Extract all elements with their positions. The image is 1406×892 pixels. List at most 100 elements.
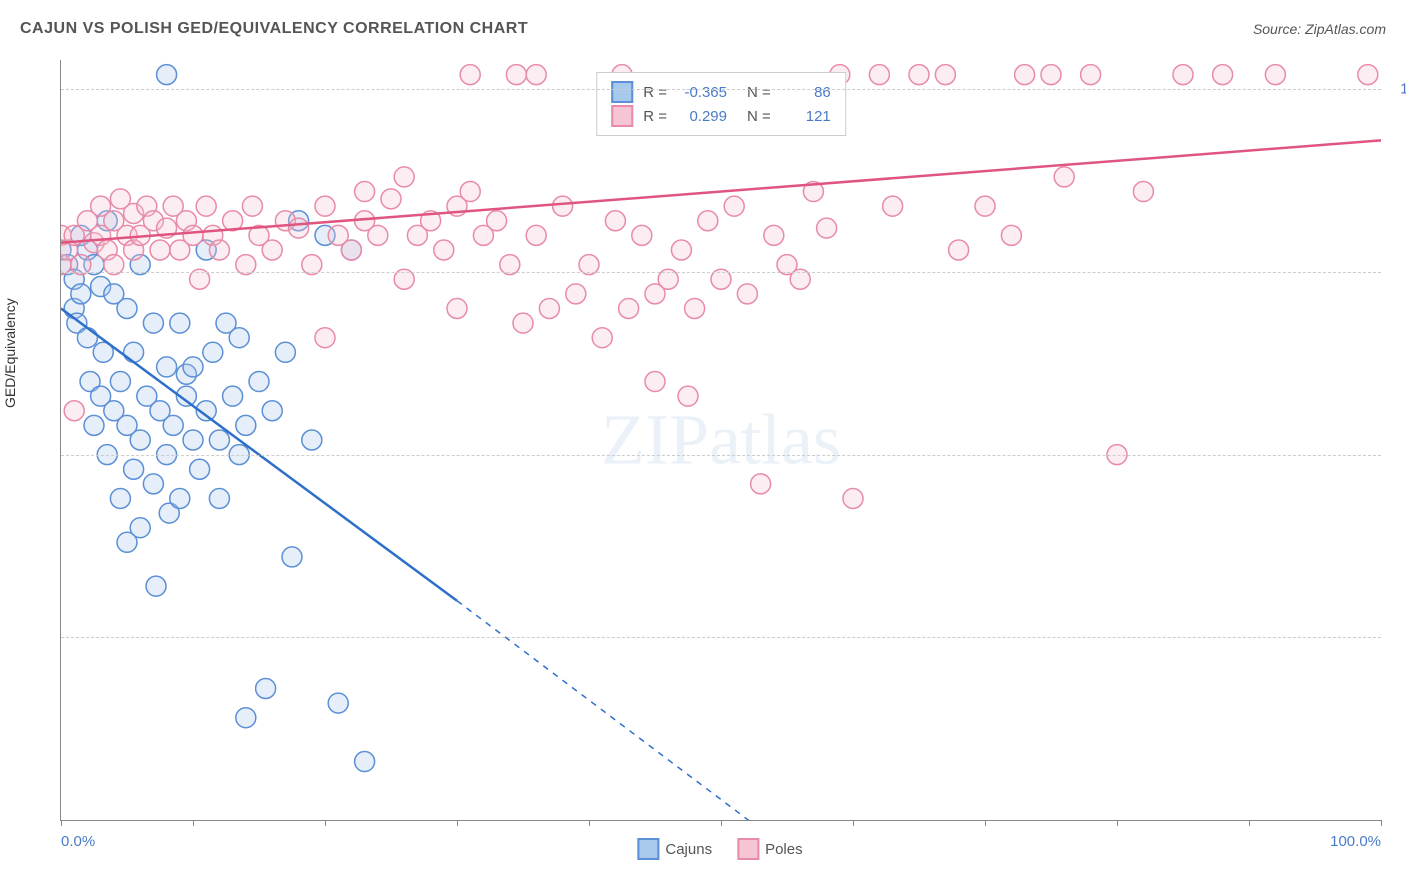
scatter-point xyxy=(71,284,91,304)
scatter-point xyxy=(1041,65,1061,85)
scatter-point xyxy=(183,225,203,245)
bottom-legend-item: Cajuns xyxy=(637,838,712,860)
scatter-point xyxy=(157,357,177,377)
y-tick-label: 62.5% xyxy=(1391,629,1406,646)
x-tick xyxy=(853,820,854,826)
scatter-point xyxy=(209,430,229,450)
scatter-point xyxy=(183,430,203,450)
scatter-point xyxy=(282,547,302,567)
scatter-point xyxy=(368,225,388,245)
scatter-point xyxy=(110,488,130,508)
scatter-point xyxy=(236,708,256,728)
x-tick xyxy=(325,820,326,826)
scatter-point xyxy=(249,372,269,392)
chart-title: CAJUN VS POLISH GED/EQUIVALENCY CORRELAT… xyxy=(20,20,528,38)
x-min-label: 0.0% xyxy=(61,833,95,850)
scatter-point xyxy=(170,313,190,333)
scatter-point xyxy=(209,488,229,508)
scatter-point xyxy=(632,225,652,245)
legend-swatch xyxy=(611,81,633,103)
scatter-point xyxy=(124,342,144,362)
scatter-point xyxy=(909,65,929,85)
scatter-point xyxy=(487,211,507,231)
scatter-point xyxy=(698,211,718,231)
plot-container: ZIPatlas R =-0.365N =86R =0.299N =121 62… xyxy=(60,50,1380,830)
scatter-point xyxy=(130,518,150,538)
scatter-point xyxy=(592,328,612,348)
scatter-point xyxy=(143,313,163,333)
y-gridline xyxy=(61,89,1381,90)
y-gridline xyxy=(61,272,1381,273)
scatter-point xyxy=(869,65,889,85)
scatter-point xyxy=(381,189,401,209)
scatter-point xyxy=(447,298,467,318)
scatter-point xyxy=(1015,65,1035,85)
scatter-point xyxy=(256,678,276,698)
scatter-point xyxy=(1358,65,1378,85)
scatter-point xyxy=(1081,65,1101,85)
scatter-point xyxy=(341,240,361,260)
scatter-point xyxy=(183,357,203,377)
scatter-point xyxy=(77,328,97,348)
correlation-legend: R =-0.365N =86R =0.299N =121 xyxy=(596,72,846,136)
y-tick-label: 75.0% xyxy=(1391,446,1406,463)
scatter-point xyxy=(124,459,144,479)
y-gridline xyxy=(61,637,1381,638)
legend-series-name: Cajuns xyxy=(665,841,712,858)
scatter-point xyxy=(203,342,223,362)
scatter-point xyxy=(1001,225,1021,245)
scatter-point xyxy=(1265,65,1285,85)
x-tick xyxy=(985,820,986,826)
scatter-point xyxy=(724,196,744,216)
scatter-point xyxy=(764,225,784,245)
scatter-point xyxy=(539,298,559,318)
legend-row: R =0.299N =121 xyxy=(611,105,831,127)
scatter-point xyxy=(275,342,295,362)
chart-svg xyxy=(61,60,1381,820)
scatter-point xyxy=(84,415,104,435)
scatter-point xyxy=(460,182,480,202)
scatter-point xyxy=(843,488,863,508)
scatter-point xyxy=(355,182,375,202)
scatter-point xyxy=(460,65,480,85)
legend-series-name: Poles xyxy=(765,841,803,858)
x-tick xyxy=(193,820,194,826)
x-tick xyxy=(1117,820,1118,826)
scatter-point xyxy=(513,313,533,333)
scatter-point xyxy=(605,211,625,231)
scatter-point xyxy=(143,474,163,494)
scatter-point xyxy=(242,196,262,216)
regression-line-dashed xyxy=(457,601,787,820)
scatter-point xyxy=(355,752,375,772)
scatter-point xyxy=(209,240,229,260)
scatter-point xyxy=(236,415,256,435)
scatter-point xyxy=(328,693,348,713)
scatter-point xyxy=(170,488,190,508)
scatter-point xyxy=(566,284,586,304)
scatter-point xyxy=(262,401,282,421)
bottom-legend-item: Poles xyxy=(737,838,803,860)
scatter-point xyxy=(526,225,546,245)
scatter-point xyxy=(506,65,526,85)
scatter-point xyxy=(685,298,705,318)
legend-swatch xyxy=(737,838,759,860)
scatter-point xyxy=(229,328,249,348)
scatter-point xyxy=(394,167,414,187)
scatter-point xyxy=(817,218,837,238)
scatter-point xyxy=(737,284,757,304)
scatter-point xyxy=(302,430,322,450)
scatter-point xyxy=(1213,65,1233,85)
scatter-point xyxy=(671,240,691,260)
x-tick xyxy=(1381,820,1382,826)
regression-line xyxy=(61,140,1381,242)
scatter-point xyxy=(1054,167,1074,187)
scatter-point xyxy=(130,430,150,450)
scatter-point xyxy=(223,386,243,406)
scatter-point xyxy=(110,372,130,392)
scatter-point xyxy=(975,196,995,216)
x-tick xyxy=(61,820,62,826)
legend-row: R =-0.365N =86 xyxy=(611,81,831,103)
scatter-point xyxy=(196,196,216,216)
scatter-point xyxy=(289,218,309,238)
scatter-point xyxy=(146,576,166,596)
